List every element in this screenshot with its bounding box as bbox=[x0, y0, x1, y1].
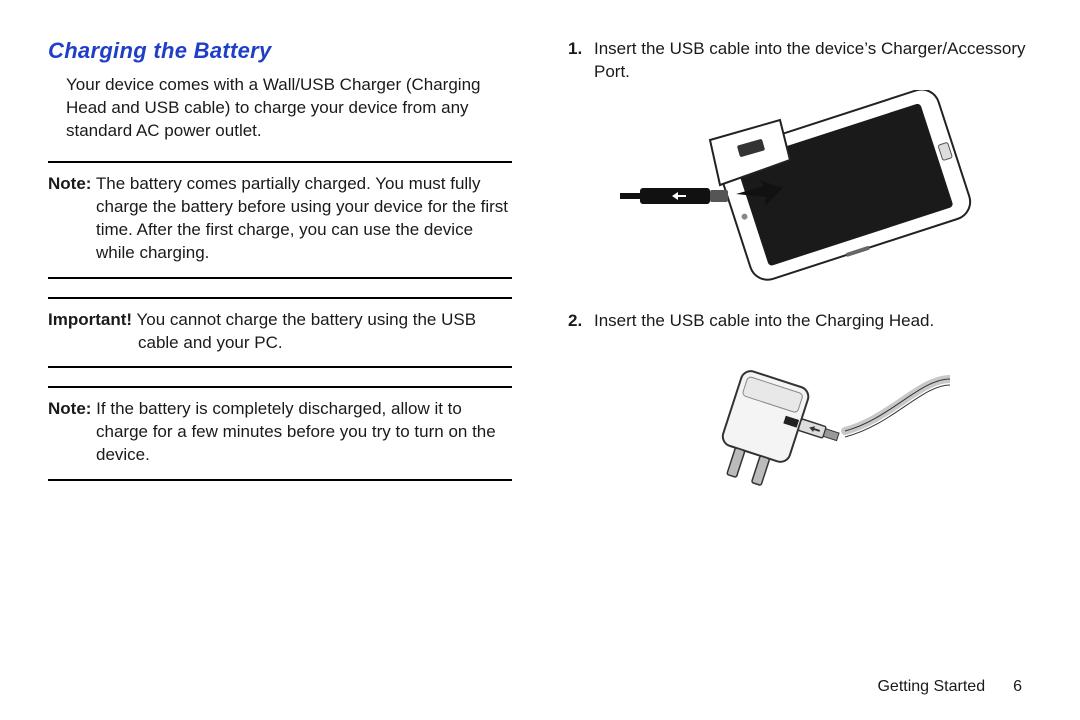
illustration-tablet bbox=[568, 90, 1032, 290]
note-label: Note: bbox=[48, 399, 91, 418]
note-text: If the battery is completely discharged,… bbox=[91, 399, 495, 464]
right-column: 1. Insert the USB cable into the device’… bbox=[568, 38, 1032, 638]
two-column-layout: Charging the Battery Your device comes w… bbox=[48, 38, 1032, 638]
intro-paragraph: Your device comes with a Wall/USB Charge… bbox=[66, 74, 512, 143]
important-block: Important! You cannot charge the battery… bbox=[48, 297, 512, 369]
step-1: 1. Insert the USB cable into the device’… bbox=[568, 38, 1032, 84]
step-text: Insert the USB cable into the Charging H… bbox=[594, 310, 1032, 333]
left-column: Charging the Battery Your device comes w… bbox=[48, 38, 512, 638]
illustration-charger bbox=[568, 339, 1032, 499]
footer-page-number: 6 bbox=[1013, 678, 1022, 696]
important-label: Important! bbox=[48, 310, 132, 329]
important-text: You cannot charge the battery using the … bbox=[132, 310, 476, 352]
step-number: 2. bbox=[568, 310, 594, 333]
tablet-charging-illustration bbox=[620, 90, 980, 290]
step-2: 2. Insert the USB cable into the Chargin… bbox=[568, 310, 1032, 333]
step-text: Insert the USB cable into the device’s C… bbox=[594, 38, 1032, 84]
page-footer: Getting Started 6 bbox=[877, 678, 1022, 696]
note-text: The battery comes partially charged. You… bbox=[91, 174, 508, 262]
note-block-2: Note: If the battery is completely disch… bbox=[48, 386, 512, 481]
note-label: Note: bbox=[48, 174, 91, 193]
section-heading: Charging the Battery bbox=[48, 38, 512, 64]
note-block-1: Note: The battery comes partially charge… bbox=[48, 161, 512, 279]
step-number: 1. bbox=[568, 38, 594, 84]
footer-section-name: Getting Started bbox=[877, 678, 985, 696]
charging-head-illustration bbox=[650, 339, 950, 499]
